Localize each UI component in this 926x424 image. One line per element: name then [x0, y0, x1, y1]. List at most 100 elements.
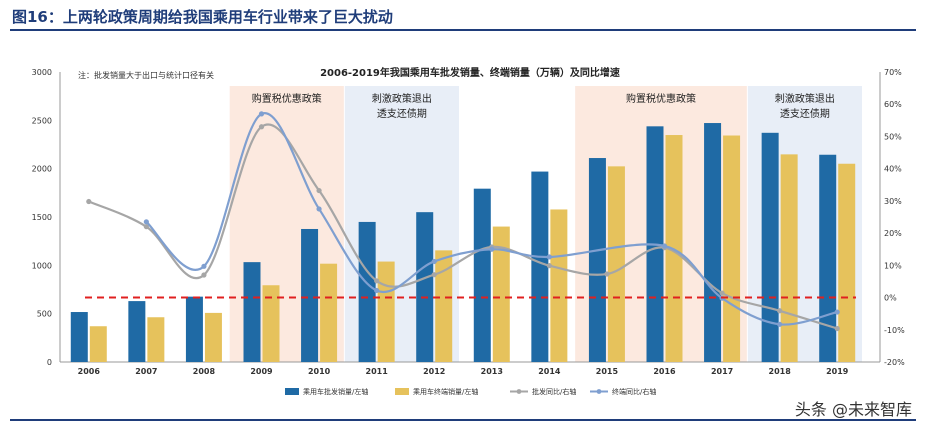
point-wholesale-yoy-2011 [374, 278, 380, 284]
left-tick-label: 500 [37, 310, 52, 319]
point-wholesale-yoy-2009 [258, 124, 265, 130]
bar-wholesale-2013 [473, 188, 491, 362]
point-retail-yoy-2008 [201, 263, 207, 269]
bar-wholesale-2010 [301, 228, 319, 362]
bottom-divider [10, 419, 916, 421]
x-tick-label-2011: 2011 [366, 367, 389, 376]
x-tick-label-2019: 2019 [826, 367, 849, 376]
left-tick-label: 2500 [32, 116, 52, 125]
policy-region-label-1-0: 刺激政策退出 [372, 92, 432, 105]
bar-wholesale-2007 [128, 301, 146, 362]
right-tick-label: 10% [884, 261, 902, 270]
policy-region-label-0-0: 购置税优惠政策 [252, 92, 322, 105]
bar-retail-2019 [838, 163, 856, 362]
point-retail-yoy-2018 [777, 321, 783, 327]
point-wholesale-yoy-2010 [316, 187, 322, 194]
bar-wholesale-2009 [243, 262, 261, 362]
point-retail-yoy-2013 [489, 246, 495, 252]
x-tick-label-2006: 2006 [78, 367, 101, 376]
x-tick-label-2016: 2016 [653, 367, 676, 376]
right-tick-label: 30% [884, 197, 902, 206]
point-wholesale-yoy-2012 [431, 272, 437, 278]
left-tick-label: 0 [47, 358, 52, 367]
point-retail-yoy-2019 [834, 309, 840, 315]
bar-retail-2010 [320, 263, 338, 362]
x-tick-label-2015: 2015 [596, 367, 619, 376]
bar-retail-2018 [780, 154, 798, 362]
bar-wholesale-2014 [531, 171, 549, 362]
left-tick-label: 3000 [32, 68, 52, 77]
title-divider [10, 29, 916, 31]
bar-retail-2012 [435, 250, 453, 362]
x-tick-label-2012: 2012 [423, 367, 445, 376]
chart-title: 2006-2019年我国乘用车批发销量、终端销量（万辆）及同比增速 [320, 66, 620, 79]
point-retail-yoy-2009 [258, 111, 265, 117]
bar-retail-2017 [723, 135, 741, 362]
point-wholesale-yoy-2019 [834, 325, 840, 332]
right-tick-label: 0% [884, 294, 897, 303]
policy-region-label-3-0: 刺激政策退出 [775, 92, 835, 105]
right-tick-label: 40% [884, 165, 902, 174]
point-wholesale-yoy-2017 [719, 290, 725, 296]
x-tick-label-2010: 2010 [308, 367, 331, 376]
chart-note: 注：批发销量大于出口与统计口径有关 [78, 70, 214, 80]
point-retail-yoy-2014 [546, 254, 552, 260]
legend-label-2: 批发同比/右轴 [532, 387, 576, 396]
legend-label-0: 乘用车批发销量/左轴 [303, 387, 368, 396]
legend-marker-2 [516, 389, 522, 394]
policy-region-label-3-1: 透支还债期 [780, 107, 830, 120]
bar-retail-2006 [89, 326, 107, 362]
bar-wholesale-2018 [761, 132, 779, 362]
right-tick-label: 60% [884, 100, 902, 109]
bar-wholesale-2011 [358, 221, 376, 362]
point-retail-yoy-2011 [374, 287, 380, 294]
bar-retail-2011 [377, 261, 395, 362]
x-tick-label-2013: 2013 [481, 367, 503, 376]
point-wholesale-yoy-2006 [86, 198, 92, 205]
bar-retail-2015 [607, 166, 625, 362]
legend-swatch-0 [285, 388, 299, 395]
point-wholesale-yoy-2014 [546, 263, 552, 269]
legend-label-3: 终端同比/右轴 [612, 387, 656, 396]
policy-region-label-2-0: 购置税优惠政策 [626, 92, 696, 105]
point-wholesale-yoy-2015 [604, 271, 610, 277]
right-tick-label: 70% [884, 68, 902, 77]
right-tick-label: 20% [884, 229, 902, 238]
x-tick-label-2009: 2009 [250, 367, 273, 376]
x-tick-label-2007: 2007 [135, 367, 157, 376]
bar-wholesale-2015 [588, 158, 606, 362]
left-tick-label: 2000 [32, 165, 52, 174]
point-retail-yoy-2010 [316, 206, 322, 212]
point-wholesale-yoy-2018 [777, 308, 783, 314]
bar-retail-2007 [147, 317, 165, 362]
legend-swatch-1 [395, 388, 409, 395]
bar-retail-2014 [550, 209, 568, 362]
bar-wholesale-2019 [819, 154, 837, 362]
bar-retail-2009 [262, 285, 280, 362]
x-tick-label-2014: 2014 [538, 367, 561, 376]
bar-wholesale-2008 [185, 296, 203, 362]
bar-retail-2008 [204, 312, 222, 362]
x-tick-label-2018: 2018 [769, 367, 792, 376]
legend-marker-3 [596, 389, 602, 394]
right-tick-label: 50% [884, 132, 902, 141]
point-retail-yoy-2016 [661, 243, 668, 249]
left-tick-label: 1000 [32, 261, 52, 270]
bar-wholesale-2012 [416, 212, 434, 362]
point-retail-yoy-2012 [431, 258, 437, 265]
policy-region-label-1-1: 透支还债期 [377, 107, 427, 120]
x-tick-label-2008: 2008 [193, 367, 216, 376]
figure-title: 图16：上两轮政策周期给我国乘用车行业带来了巨大扰动 [12, 8, 393, 26]
x-tick-label-2017: 2017 [711, 367, 733, 376]
legend-label-1: 乘用车终端销量/左轴 [413, 387, 478, 396]
watermark: 头条 @未来智库 [794, 400, 912, 419]
bar-retail-2013 [492, 226, 510, 362]
bar-wholesale-2017 [704, 123, 722, 362]
left-tick-label: 1500 [32, 213, 52, 222]
point-wholesale-yoy-2007 [143, 224, 149, 230]
point-wholesale-yoy-2008 [201, 272, 207, 278]
bar-wholesale-2006 [70, 312, 88, 362]
right-tick-label: -20% [884, 358, 905, 367]
right-tick-label: -10% [884, 326, 905, 335]
